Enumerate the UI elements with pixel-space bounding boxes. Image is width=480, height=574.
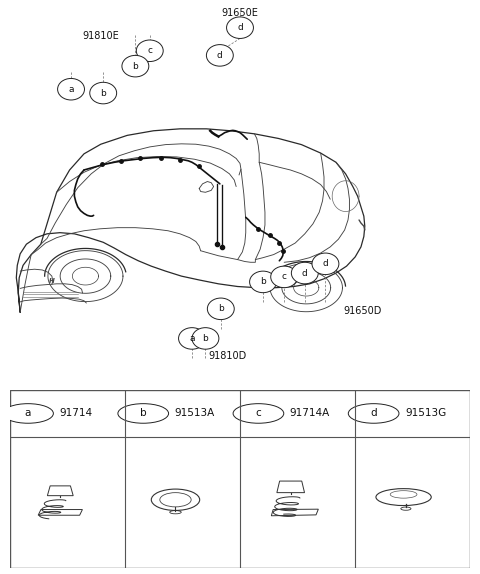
Text: c: c (147, 46, 152, 55)
Text: 91810D: 91810D (209, 351, 247, 360)
Text: 91714: 91714 (60, 409, 93, 418)
Circle shape (179, 328, 205, 349)
Circle shape (58, 79, 84, 100)
Text: 91513G: 91513G (405, 409, 446, 418)
Circle shape (227, 17, 253, 38)
Circle shape (90, 82, 117, 104)
Text: 91810E: 91810E (82, 31, 119, 41)
Circle shape (291, 262, 318, 284)
Circle shape (271, 266, 298, 288)
Text: b: b (218, 304, 224, 313)
Text: H: H (49, 278, 55, 284)
Text: a: a (68, 85, 74, 94)
Text: 91650E: 91650E (222, 7, 258, 18)
Text: 91650D: 91650D (343, 306, 382, 316)
Circle shape (192, 328, 219, 349)
Text: d: d (237, 23, 243, 32)
Circle shape (3, 404, 53, 423)
Text: b: b (100, 88, 106, 98)
Text: d: d (217, 51, 223, 60)
Circle shape (207, 298, 234, 320)
Circle shape (233, 404, 284, 423)
Text: d: d (323, 259, 328, 268)
Text: b: b (260, 277, 266, 286)
Circle shape (312, 253, 339, 274)
Text: a: a (189, 334, 195, 343)
Text: b: b (132, 61, 138, 71)
Text: c: c (255, 409, 261, 418)
Text: b: b (140, 409, 146, 418)
Circle shape (122, 55, 149, 77)
Text: d: d (302, 269, 308, 278)
Text: c: c (282, 273, 287, 281)
Circle shape (250, 271, 276, 293)
Text: b: b (203, 334, 208, 343)
Text: 91714A: 91714A (290, 409, 330, 418)
Circle shape (118, 404, 168, 423)
Text: a: a (25, 409, 31, 418)
Text: 91513A: 91513A (175, 409, 215, 418)
Circle shape (136, 40, 163, 61)
Circle shape (348, 404, 399, 423)
Circle shape (206, 45, 233, 66)
Text: d: d (370, 409, 377, 418)
